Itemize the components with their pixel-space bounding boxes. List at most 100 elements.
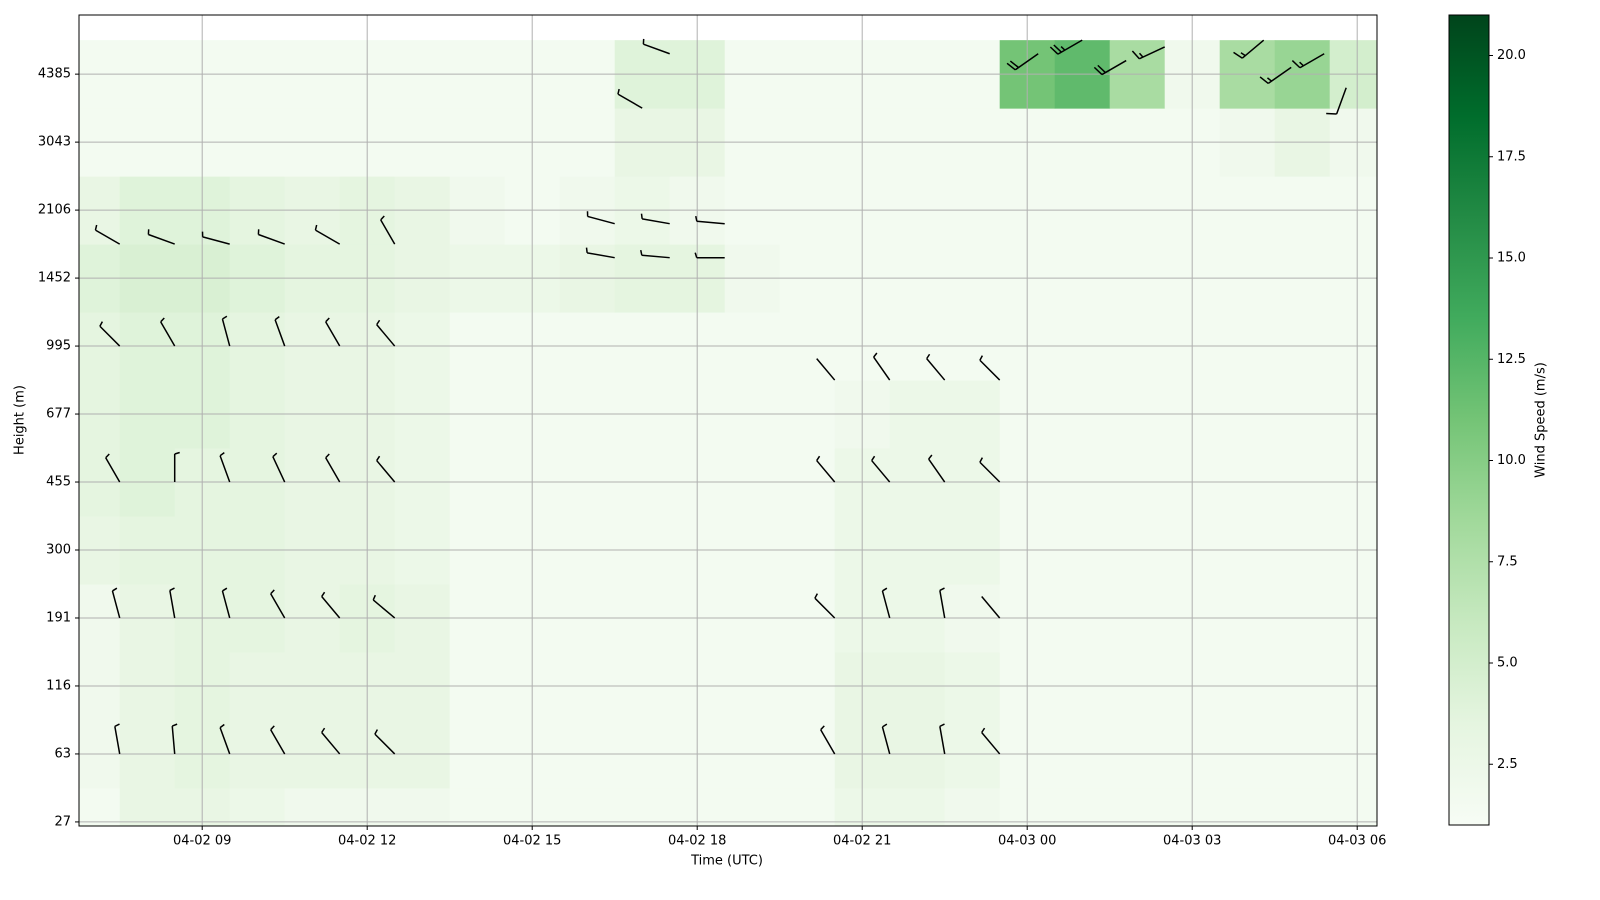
y-tick-label: 116	[46, 678, 71, 693]
heatmap-cell	[1109, 787, 1166, 826]
x-tick-label: 04-02 18	[668, 834, 726, 849]
wind-barb	[314, 224, 341, 245]
x-tick-label: 04-03 06	[1328, 834, 1386, 849]
colorbar-tick-label: 12.5	[1497, 352, 1526, 367]
wind-barb	[1131, 46, 1166, 60]
heatmap-cell	[724, 787, 781, 826]
wind-barb	[221, 315, 231, 347]
wind-barb	[171, 723, 178, 755]
wind-barb	[325, 317, 341, 347]
wind-barb	[939, 723, 946, 755]
wind-barb	[586, 211, 615, 225]
wind-barb	[99, 321, 121, 347]
wind-barb	[376, 319, 396, 347]
wind-barb	[274, 316, 286, 347]
wind-barb	[694, 252, 725, 259]
wind-barb	[201, 231, 230, 245]
y-tick-label: 300	[46, 543, 71, 558]
colorbar-label: Wind Speed (m/s)	[1534, 362, 1549, 478]
barbs	[94, 38, 1347, 755]
wind-barb	[272, 452, 286, 483]
colorbar	[1448, 14, 1490, 826]
wind-barb	[270, 589, 286, 619]
wind-barb	[939, 587, 946, 619]
y-tick-label: 2106	[38, 203, 71, 218]
wind-barb	[376, 455, 396, 483]
heatmap-cell	[1219, 787, 1276, 826]
wind-barb	[814, 593, 836, 619]
colorbar-tick-label: 7.5	[1497, 554, 1518, 569]
x-tick-label: 04-02 09	[173, 834, 231, 849]
wind-barb	[979, 355, 1001, 381]
heatmap-cell	[614, 787, 671, 826]
wind-barb	[816, 455, 836, 483]
colorbar-tick-label: 10.0	[1497, 453, 1526, 468]
wind-barb	[111, 587, 121, 619]
y-tick-label: 1452	[38, 271, 71, 286]
wind-barb	[325, 453, 341, 483]
ticks: 04-02 09 04-02 12 04-02 15 04-02 18 04-02 21…	[38, 48, 1526, 849]
y-tick-label: 995	[46, 339, 71, 354]
wind-barb	[981, 596, 1001, 619]
wind-barb	[981, 727, 1001, 755]
wind-barb	[979, 457, 1001, 483]
wind-barb	[642, 38, 670, 55]
x-tick-label: 04-02 15	[503, 834, 561, 849]
y-tick-label: 4385	[38, 67, 71, 82]
wind-barb	[640, 213, 670, 225]
wind-barb	[1049, 39, 1083, 55]
wind-barb	[219, 451, 231, 483]
heatmap-cell	[559, 787, 616, 826]
wind-barb	[321, 727, 341, 755]
x-tick-label: 04-02 12	[338, 834, 396, 849]
wind-barb	[169, 587, 176, 619]
wind-barb	[640, 249, 670, 259]
colorbar-tick-label: 20.0	[1497, 48, 1526, 63]
heatmap-cell	[284, 787, 341, 826]
wind-barb	[1233, 39, 1265, 59]
wind-barb	[881, 723, 891, 755]
y-tick-label: 677	[46, 407, 71, 422]
heatmap-cell	[79, 787, 121, 826]
heatmap-cell	[1329, 787, 1377, 826]
wind-barb	[219, 723, 231, 755]
colorbar-tick-label: 17.5	[1497, 149, 1526, 164]
colorbar-tick-label: 2.5	[1497, 757, 1518, 772]
y-tick-label: 27	[54, 814, 71, 829]
wind-barb	[94, 224, 121, 245]
grid	[79, 15, 1377, 826]
wind-barb	[270, 725, 286, 755]
colorbar-tick-label: 15.0	[1497, 251, 1526, 266]
heatmap-cell	[449, 787, 506, 826]
wind-barb	[585, 247, 615, 259]
y-tick-label: 191	[46, 610, 71, 625]
wind-barb	[1093, 59, 1127, 76]
heatmap-cell	[889, 787, 946, 826]
plot-frame	[78, 14, 1378, 827]
wind-barb	[1291, 53, 1325, 69]
wind-barb	[1006, 53, 1039, 71]
wind-barb	[816, 358, 836, 381]
y-tick-label: 63	[54, 746, 71, 761]
wind-barb	[257, 229, 285, 245]
wind-barb	[173, 451, 180, 483]
wind-barb	[617, 88, 643, 109]
wind-barb	[221, 587, 231, 619]
heatmap-cell	[119, 787, 176, 826]
heatmap-cell	[394, 787, 451, 826]
heatmap	[79, 40, 1377, 826]
wind-barb	[871, 455, 891, 483]
wind-barb	[114, 723, 121, 755]
wind-barb	[928, 454, 946, 483]
wind-barb	[321, 591, 341, 619]
wind-barb	[873, 352, 891, 381]
wind-barb	[374, 729, 396, 755]
y-tick-label: 455	[46, 475, 71, 490]
x-tick-label: 04-02 21	[833, 834, 891, 849]
wind-barb	[372, 594, 396, 619]
heatmap-cell	[944, 787, 1001, 826]
heatmap-cell	[1274, 787, 1331, 826]
heatmap-cell	[229, 787, 286, 826]
wind-barb	[1259, 66, 1292, 85]
